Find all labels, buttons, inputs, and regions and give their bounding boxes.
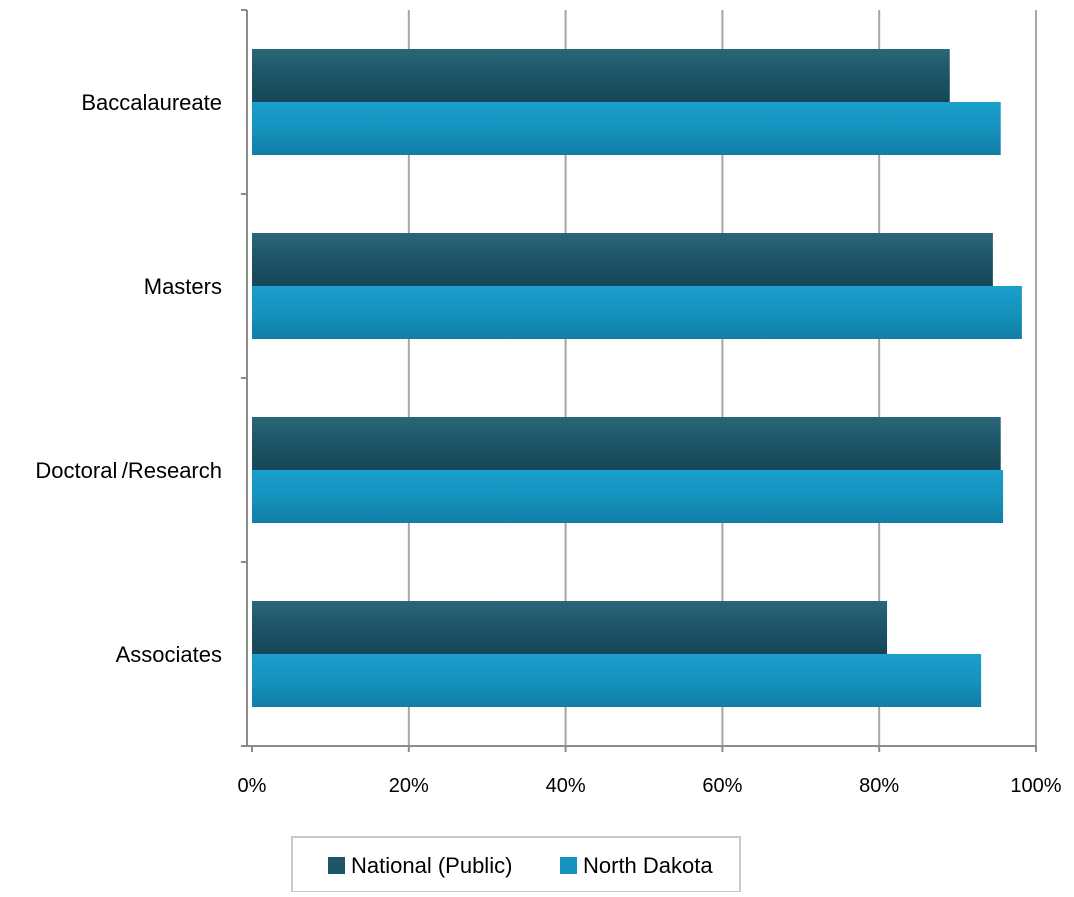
category-label: Associates <box>116 642 222 667</box>
x-tick-label: 20% <box>389 775 429 797</box>
legend-swatch-north-dakota <box>560 857 577 874</box>
bar-north-dakota-4 <box>252 654 982 707</box>
bars <box>252 49 1022 707</box>
category-label: Masters <box>144 274 222 299</box>
legend-swatch-national <box>328 857 345 874</box>
bar-national-3 <box>252 417 1001 470</box>
bar-national-4 <box>252 601 888 654</box>
legend-label-national: National (Public) <box>351 853 512 878</box>
bar-national-1 <box>252 49 950 102</box>
legend: National (Public) North Dakota <box>291 836 741 893</box>
x-tick-label: 100% <box>1010 775 1061 797</box>
labels: Baccalaureate Masters Doctoral /Research As… <box>35 90 1061 797</box>
category-label: Doctoral /Research <box>35 458 222 483</box>
legend-label-north-dakota: North Dakota <box>583 853 713 878</box>
x-tick-label: 80% <box>859 775 899 797</box>
category-label: Baccalaureate <box>81 90 222 115</box>
bar-north-dakota-2 <box>252 286 1022 339</box>
bar-national-2 <box>252 233 993 286</box>
x-tick-label: 60% <box>702 775 742 797</box>
x-tick-label: 40% <box>546 775 586 797</box>
bar-north-dakota-1 <box>252 102 1001 155</box>
bar-north-dakota-3 <box>252 470 1004 523</box>
axes <box>241 9 1037 752</box>
legend-box <box>291 836 741 893</box>
x-tick-label: 0% <box>238 775 267 797</box>
